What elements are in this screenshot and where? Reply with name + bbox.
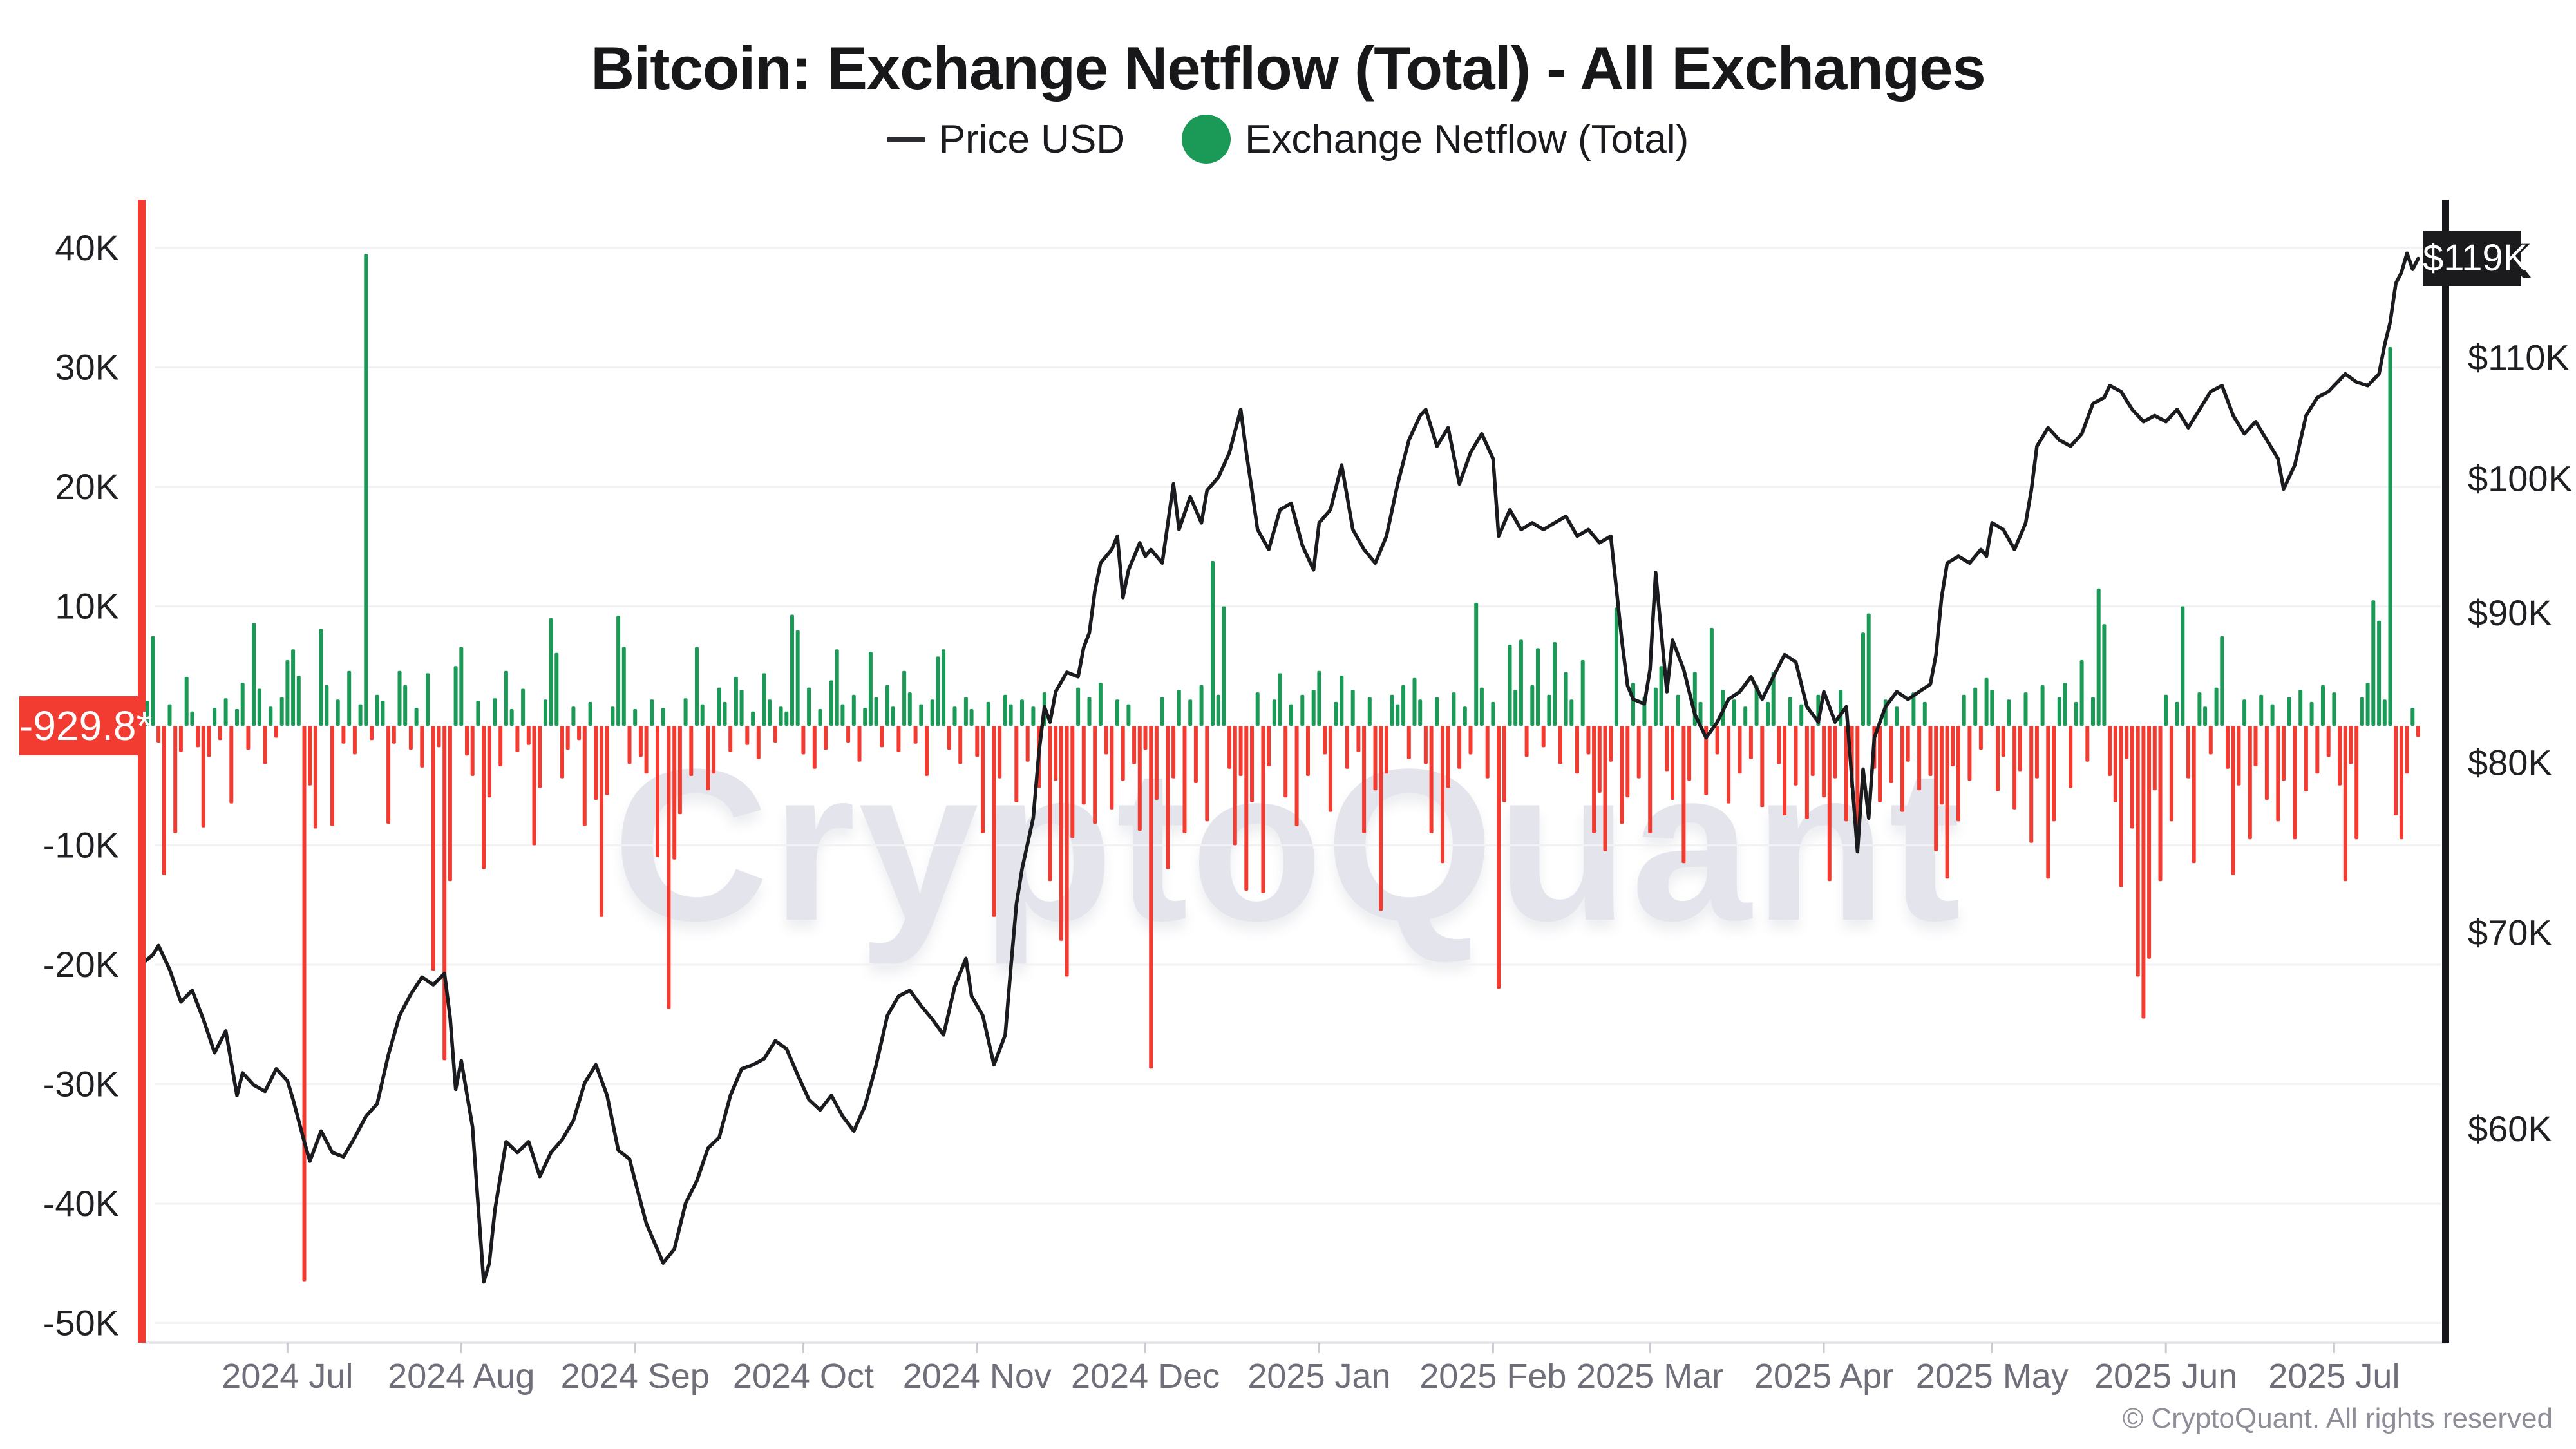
netflow-current-badge: -929.8* (19, 696, 152, 755)
price-line-icon (887, 137, 925, 142)
legend-label-netflow: Exchange Netflow (Total) (1245, 117, 1689, 162)
svg-text:2024 Dec: 2024 Dec (1071, 1357, 1220, 1396)
svg-text:2025 May: 2025 May (1916, 1357, 2069, 1396)
svg-text:2025 Jun: 2025 Jun (2094, 1357, 2237, 1396)
svg-text:20K: 20K (55, 466, 119, 507)
svg-text:$60K: $60K (2468, 1108, 2552, 1149)
copyright-text: © CryptoQuant. All rights reserved (2122, 1403, 2553, 1434)
svg-text:$70K: $70K (2468, 912, 2552, 952)
chart-title: Bitcoin: Exchange Netflow (Total) - All … (591, 34, 1985, 102)
svg-text:-50K: -50K (43, 1303, 119, 1343)
price-current-badge: $119K (2423, 231, 2528, 286)
svg-text:2024 Sep: 2024 Sep (561, 1357, 710, 1396)
svg-text:2025 Feb: 2025 Feb (1419, 1357, 1566, 1396)
svg-text:2024 Nov: 2024 Nov (903, 1357, 1052, 1396)
svg-text:$90K: $90K (2468, 592, 2552, 633)
svg-text:2025 Mar: 2025 Mar (1577, 1357, 1723, 1396)
svg-text:2025 Jan: 2025 Jan (1247, 1357, 1390, 1396)
svg-text:10K: 10K (55, 586, 119, 627)
svg-text:2024 Oct: 2024 Oct (733, 1357, 874, 1396)
legend-item-price[interactable]: Price USD (887, 117, 1125, 162)
svg-text:2025 Jul: 2025 Jul (2268, 1357, 2400, 1396)
svg-text:$110K: $110K (2468, 337, 2570, 377)
svg-text:$100K: $100K (2468, 459, 2572, 499)
svg-text:-10K: -10K (43, 825, 119, 866)
svg-text:2024 Jul: 2024 Jul (222, 1357, 353, 1396)
svg-text:2024 Aug: 2024 Aug (388, 1357, 535, 1396)
legend-label-price: Price USD (938, 117, 1126, 162)
svg-text:$80K: $80K (2468, 743, 2552, 783)
legend-item-netflow[interactable]: Exchange Netflow (Total) (1182, 115, 1689, 164)
svg-text:30K: 30K (55, 347, 119, 388)
svg-text:-40K: -40K (43, 1183, 119, 1224)
netflow-dot-icon (1182, 115, 1231, 164)
chart-legend: Price USD Exchange Netflow (Total) (0, 115, 2576, 164)
svg-text:-20K: -20K (43, 944, 119, 985)
svg-text:2025 Apr: 2025 Apr (1754, 1357, 1893, 1396)
svg-text:40K: 40K (55, 227, 119, 268)
svg-text:-30K: -30K (43, 1064, 119, 1104)
